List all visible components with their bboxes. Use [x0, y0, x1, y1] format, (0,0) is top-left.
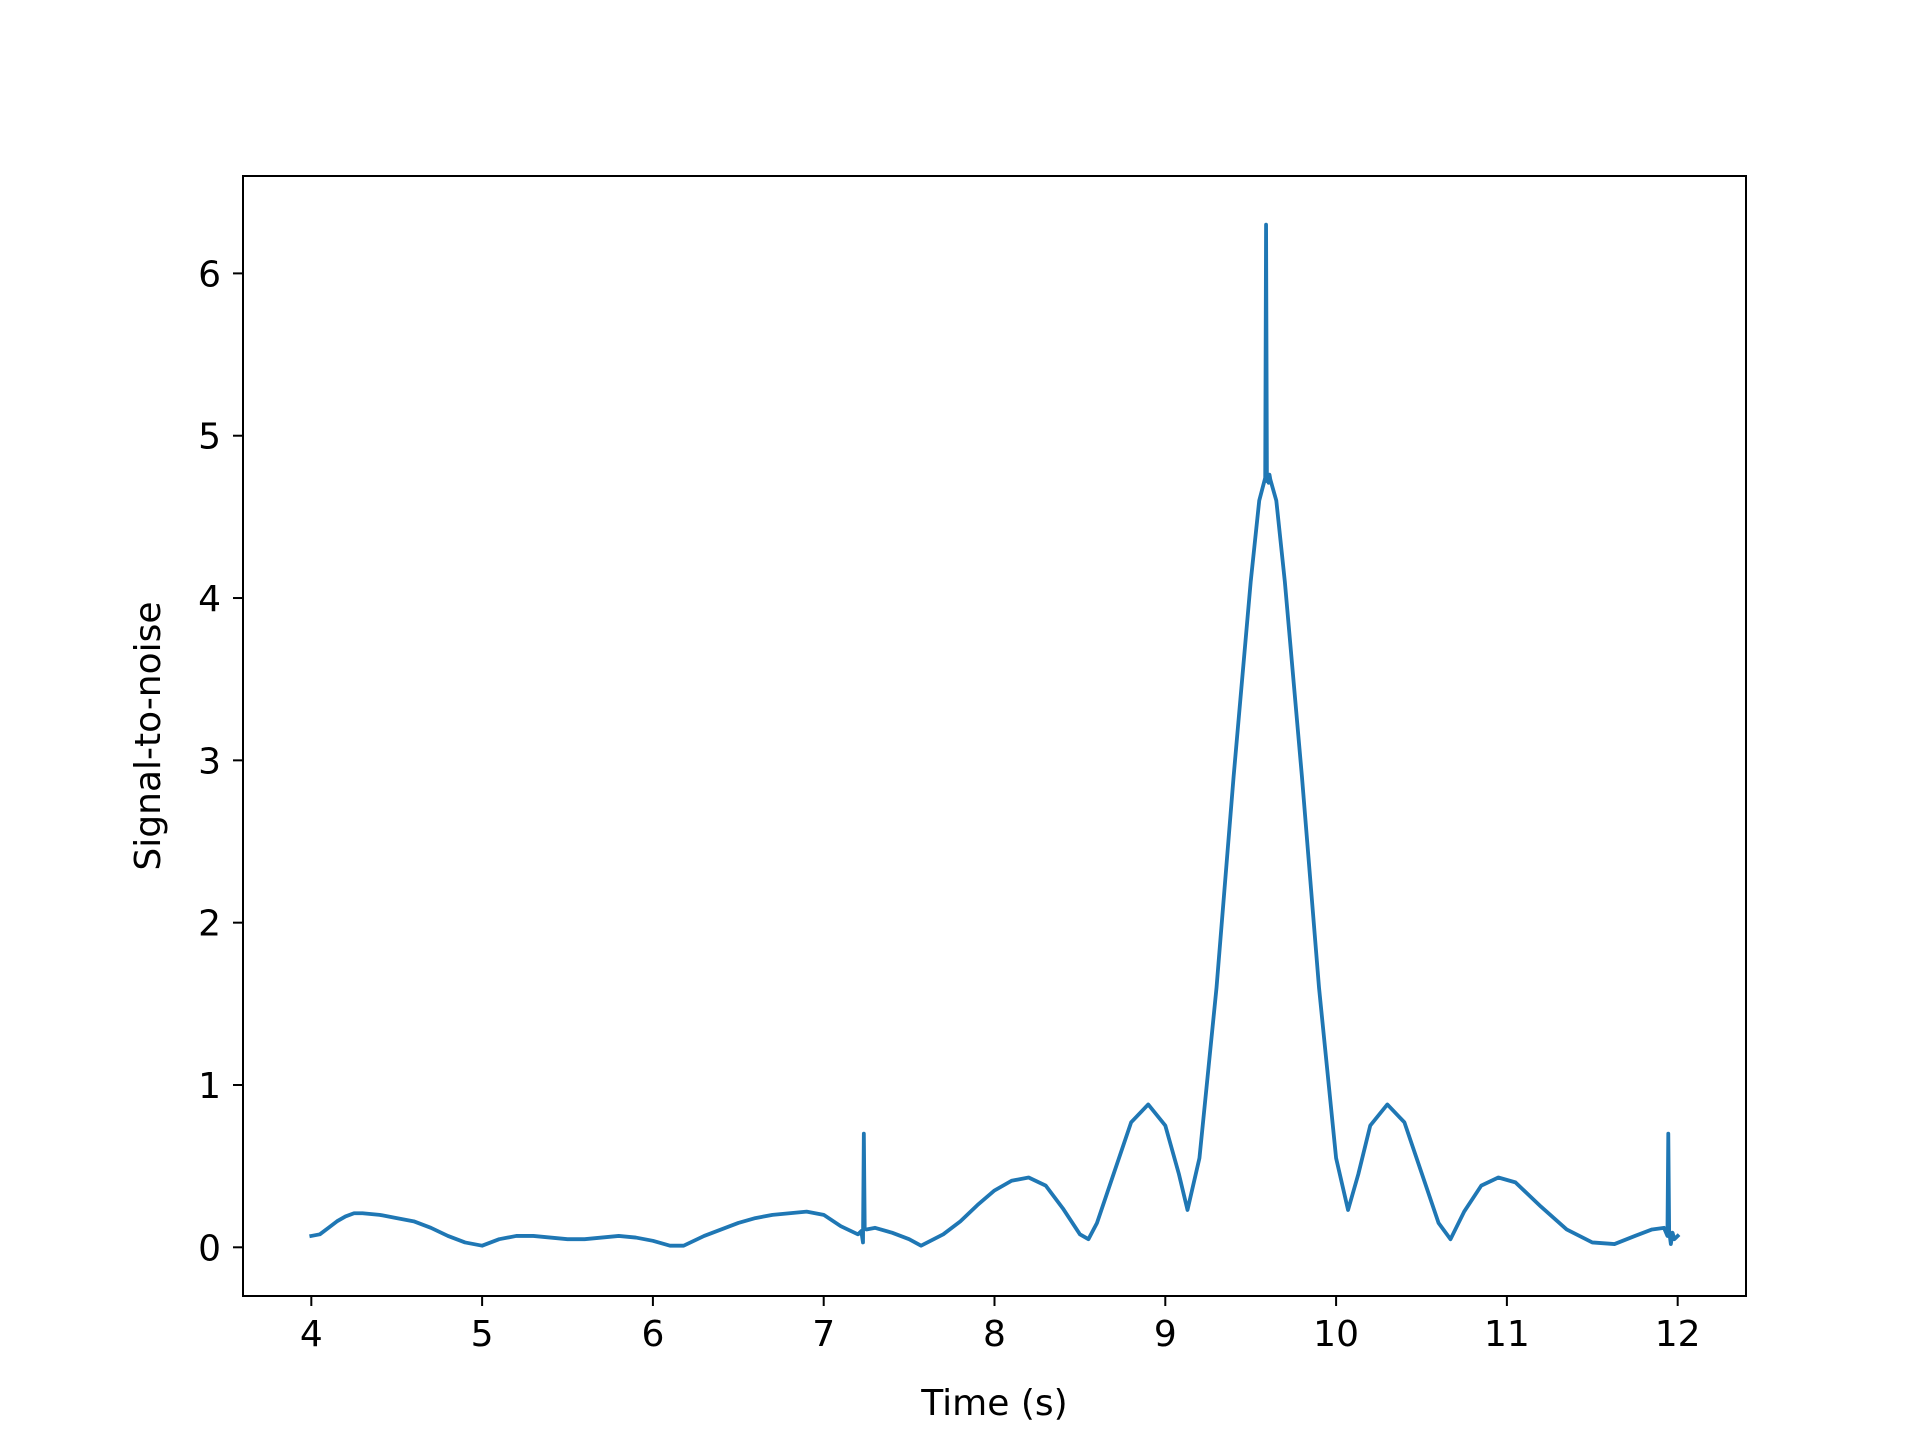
axes-frame	[242, 175, 1747, 1297]
x-tick-label: 8	[983, 1314, 1006, 1355]
x-tick-label: 10	[1313, 1314, 1359, 1355]
y-axis-ticks: 0 1 2 3 4 5 6	[198, 254, 243, 1269]
series-line-1	[309, 222, 1681, 1248]
y-axis-label: Signal-to-noise	[128, 601, 169, 870]
y-tick-label: 0	[198, 1228, 221, 1269]
x-tick-label: 12	[1655, 1314, 1701, 1355]
x-tick-label: 6	[641, 1314, 664, 1355]
plot-area	[242, 175, 1747, 1297]
x-tick-label: 9	[1154, 1314, 1177, 1355]
y-tick-label: 1	[198, 1066, 221, 1107]
y-tick-label: 4	[198, 579, 221, 620]
y-tick-label: 6	[198, 254, 221, 295]
x-tick-label: 5	[471, 1314, 494, 1355]
y-tick-label: 3	[198, 741, 221, 782]
x-axis-label: Time (s)	[920, 1383, 1067, 1424]
x-tick-label: 4	[300, 1314, 323, 1355]
x-tick-label: 11	[1484, 1314, 1530, 1355]
y-tick-label: 2	[198, 904, 221, 945]
x-axis-ticks: 4 5 6 7 8 9 10 11 12	[300, 1296, 1701, 1355]
y-tick-label: 5	[198, 417, 221, 458]
x-tick-label: 7	[812, 1314, 835, 1355]
